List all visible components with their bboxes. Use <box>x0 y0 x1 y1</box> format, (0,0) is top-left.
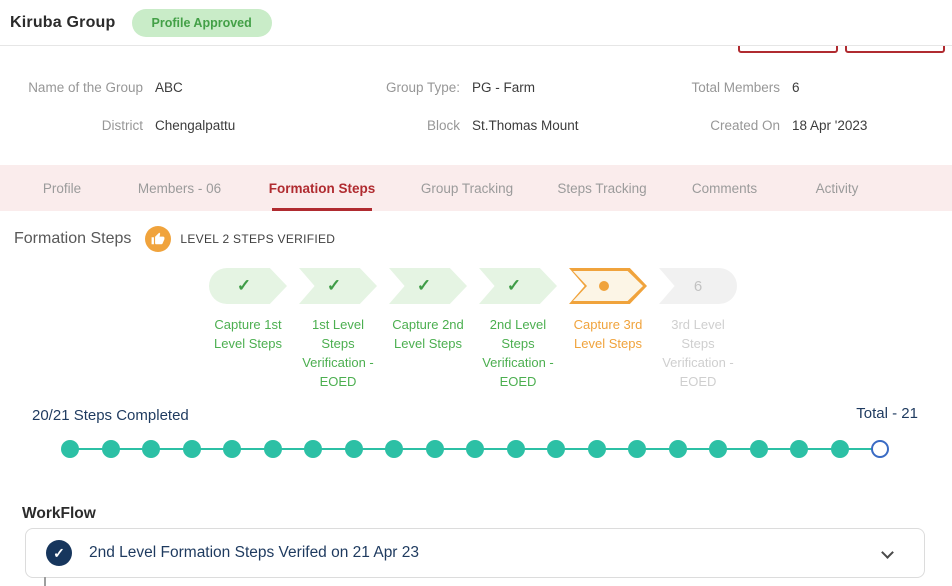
progress-dot-completed <box>304 440 322 458</box>
step-chevron-done: ✓ <box>209 268 287 304</box>
step-chevron-active <box>569 268 647 304</box>
progress-dot-completed <box>425 440 444 458</box>
chevron-down-icon[interactable] <box>881 546 894 559</box>
progress-dot-completed <box>263 440 282 458</box>
step-label: 2nd Level Steps Verification - EOED <box>482 317 554 389</box>
step-chevron-done: ✓ <box>299 268 377 304</box>
step-label: Capture 2nd Level Steps <box>392 317 464 351</box>
step-capture-2nd-level[interactable]: ✓ Capture 2nd Level Steps <box>383 268 473 391</box>
info-value-group-name: ABC <box>155 80 183 95</box>
progress-dot-completed <box>506 440 525 458</box>
steps-completed-label: 20/21 Steps Completed <box>32 407 189 424</box>
step-label: 3rd Level Steps Verification - EOED <box>662 317 734 389</box>
check-icon: ✓ <box>326 276 342 295</box>
check-icon: ✓ <box>506 276 522 295</box>
step-chevron-done: ✓ <box>479 268 557 304</box>
page-title: Kiruba Group <box>10 13 116 31</box>
progress-dot-completed <box>344 440 363 458</box>
step-number: 6 <box>693 277 703 295</box>
info-value-group-type: PG - Farm <box>472 80 535 95</box>
progress-dot-completed <box>709 440 727 458</box>
thumbs-up-icon <box>145 226 172 252</box>
tab-members[interactable]: Members - 06 <box>137 180 222 196</box>
tab-activity[interactable]: Activity <box>815 180 859 196</box>
info-label: Total Members <box>691 80 780 95</box>
page-header: Kiruba Group Profile Approved <box>0 0 952 46</box>
progress-dot-completed <box>790 440 808 458</box>
info-label: Block <box>426 118 460 133</box>
step-chevron-pending: 6 <box>659 268 737 304</box>
info-value-created-on: 18 Apr '2023 <box>792 118 868 133</box>
step-chevron-done: ✓ <box>389 268 467 304</box>
tab-profile[interactable]: Profile <box>42 180 82 196</box>
check-icon: ✓ <box>236 276 252 295</box>
workflow-item-text: 2nd Level Formation Steps Verifed on 21 … <box>89 544 420 561</box>
step-capture-3rd-level[interactable]: Capture 3rd Level Steps <box>563 268 653 391</box>
progress-dot-completed <box>61 440 79 458</box>
progress-dot-completed <box>668 440 687 458</box>
step-capture-1st-level[interactable]: ✓ Capture 1st Level Steps <box>203 268 293 391</box>
tab-steps-tracking[interactable]: Steps Tracking <box>557 180 647 196</box>
progress-dot-completed <box>142 440 160 458</box>
check-icon: ✓ <box>416 276 432 295</box>
current-step-dot-icon <box>599 281 609 291</box>
progress-dot-completed <box>547 440 565 458</box>
step-label: 1st Level Steps Verification - EOED <box>302 317 374 389</box>
info-value-block: St.Thomas Mount <box>472 118 579 133</box>
progress-dot-completed <box>830 440 849 458</box>
info-label: District <box>101 118 143 133</box>
progress-dot-remaining <box>871 440 889 458</box>
check-circle-icon: ✓ <box>46 540 72 566</box>
workflow-timeline-connector <box>44 577 46 586</box>
tab-comments[interactable]: Comments <box>691 180 758 196</box>
progress-dot-completed <box>385 440 403 458</box>
step-label: Capture 3rd Level Steps <box>573 317 643 351</box>
progress-dot-completed <box>101 440 120 458</box>
step-1st-level-verification[interactable]: ✓ 1st Level Steps Verification - EOED <box>293 268 383 391</box>
formation-steps-tracker: ✓ Capture 1st Level Steps ✓ 1st Level St… <box>203 268 743 391</box>
step-2nd-level-verification[interactable]: ✓ 2nd Level Steps Verification - EOED <box>473 268 563 391</box>
progress-dot-completed <box>223 440 241 458</box>
progress-dot-completed <box>182 440 201 458</box>
step-3rd-level-verification: 6 3rd Level Steps Verification - EOED <box>653 268 743 391</box>
tab-group-tracking[interactable]: Group Tracking <box>420 180 514 196</box>
step-label: Capture 1st Level Steps <box>214 317 282 351</box>
info-value-total-members: 6 <box>792 80 800 95</box>
workflow-heading: WorkFlow <box>22 505 96 522</box>
steps-total-label: Total - 21 <box>856 405 918 422</box>
progress-dot-completed <box>628 440 646 458</box>
info-label: Name of the Group <box>28 80 143 95</box>
progress-dot-completed <box>466 440 484 458</box>
progress-dots <box>61 440 889 458</box>
info-value-district: Chengalpattu <box>155 118 236 133</box>
status-badge: Profile Approved <box>131 8 272 37</box>
info-label: Created On <box>710 118 780 133</box>
formation-steps-header: Formation Steps LEVEL 2 STEPS VERIFIED <box>14 226 335 252</box>
info-label: Group Type: <box>385 80 460 95</box>
tab-formation-steps[interactable]: Formation Steps <box>247 165 397 211</box>
progress-dot-completed <box>749 440 768 458</box>
section-title: Formation Steps <box>14 230 132 247</box>
tab-bar: Profile Members - 06 Formation Steps Gro… <box>0 165 952 211</box>
workflow-accordion-item[interactable]: ✓ 2nd Level Formation Steps Verifed on 2… <box>25 528 925 578</box>
progress-dot-completed <box>587 440 606 458</box>
level-verified-caption: LEVEL 2 STEPS VERIFIED <box>180 232 336 246</box>
